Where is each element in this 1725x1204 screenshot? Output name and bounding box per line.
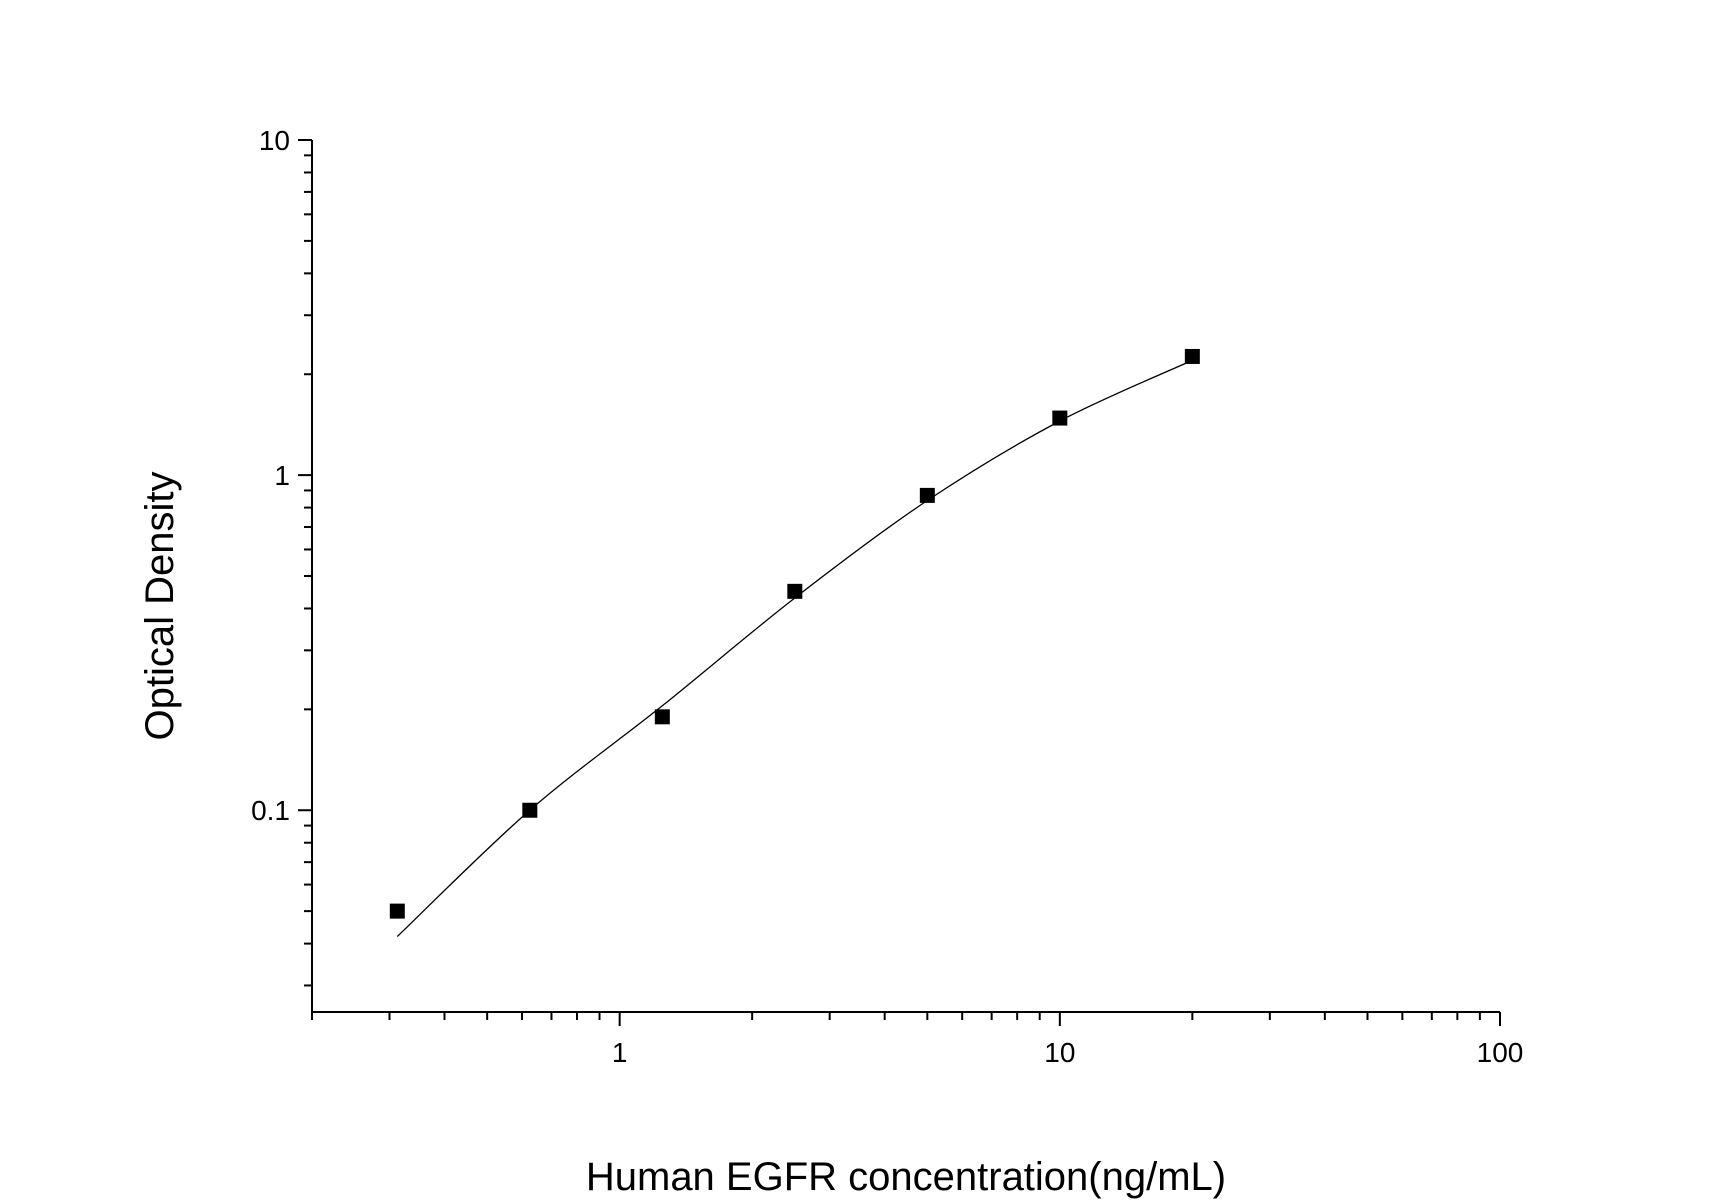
data-point-marker bbox=[919, 487, 935, 503]
y-tick-label: 10 bbox=[259, 125, 290, 156]
fit-curve-line bbox=[396, 359, 1193, 937]
y-tick-label: 0.1 bbox=[251, 795, 290, 826]
x-tick-label: 10 bbox=[1044, 1037, 1075, 1068]
data-point-marker bbox=[787, 583, 803, 599]
x-tick-label: 1 bbox=[612, 1037, 628, 1068]
data-point-marker bbox=[522, 802, 538, 818]
plot-area: 1 10 100 0.1 1 10 bbox=[251, 125, 1523, 1068]
data-point-marker bbox=[389, 903, 405, 919]
x-axis-ticks bbox=[311, 1012, 1501, 1026]
y-axis-ticks bbox=[298, 139, 312, 987]
data-markers bbox=[389, 348, 1200, 919]
data-point-marker bbox=[654, 709, 670, 725]
x-axis-tick-labels: 1 10 100 bbox=[612, 1037, 1523, 1068]
y-axis-tick-labels: 0.1 1 10 bbox=[251, 125, 290, 826]
data-point-marker bbox=[1184, 348, 1200, 364]
data-point-marker bbox=[1052, 410, 1068, 426]
x-axis-title: Human EGFR concentration(ng/mL) bbox=[586, 1155, 1226, 1199]
y-tick-label: 1 bbox=[274, 460, 290, 491]
x-tick-label: 100 bbox=[1477, 1037, 1524, 1068]
y-axis-title: Optical Density bbox=[138, 472, 182, 741]
